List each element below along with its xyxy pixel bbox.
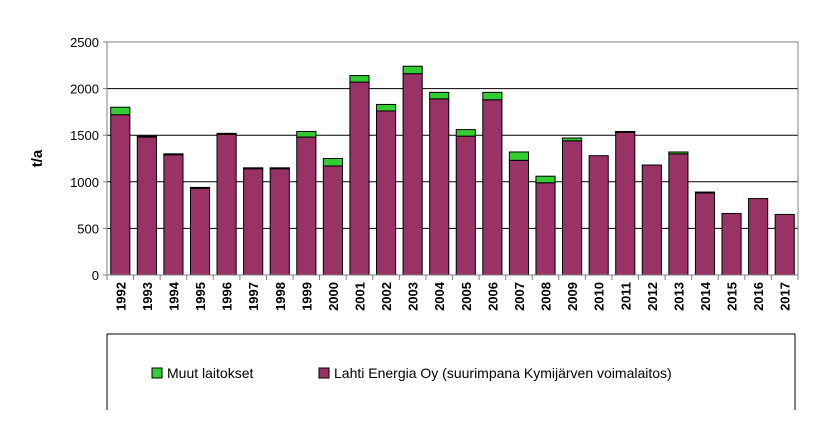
bar-segment (110, 106, 131, 116)
x-tick-label: 2001 (352, 282, 367, 311)
x-tick-label: 2013 (671, 282, 686, 311)
x-tick-label: 2003 (406, 282, 421, 311)
bar-segment (562, 137, 583, 142)
bar-segment (163, 153, 184, 156)
y-tick-label: 1000 (70, 175, 99, 190)
x-tick-label: 1998 (273, 282, 288, 311)
x-tick-label: 1992 (113, 282, 128, 311)
bar-segment (774, 213, 795, 276)
bar-segment (615, 131, 636, 276)
bar-segment (136, 135, 157, 138)
x-tick-label: 2016 (751, 282, 766, 311)
x-tick-label: 2014 (698, 281, 713, 311)
bar-segment (562, 140, 583, 276)
x-axis-ticks: 1992 1993 1994 1995 1996 1997 1998 1999 2000 2001… (106, 275, 799, 311)
bar-segment (535, 175, 556, 184)
legend-frame (106, 333, 796, 410)
x-tick-label: 1996 (220, 282, 235, 311)
bar-segment (322, 165, 343, 276)
bar-segment (588, 155, 609, 276)
bar-segment (375, 110, 397, 276)
bar-segment (189, 186, 211, 189)
legend: Muut laitokset Lahti Energia Oy (suurimpa… (106, 333, 796, 410)
y-tick-label: 2500 (70, 35, 99, 50)
bar-segment (269, 167, 290, 170)
y-axis-ticks: 0 500 1000 1500 2000 2500 (70, 35, 107, 283)
bar-segment (402, 73, 423, 276)
bar-segment (296, 136, 317, 276)
x-tick-label: 2004 (432, 281, 447, 311)
x-tick-label: 2006 (485, 282, 500, 311)
x-tick-label: 1993 (140, 282, 155, 311)
y-tick-label: 2000 (70, 82, 99, 97)
x-tick-label: 2017 (778, 282, 793, 311)
y-tick-label: 1500 (70, 128, 99, 143)
y-tick-label: 500 (77, 221, 99, 236)
y-tick-label: 0 (92, 268, 99, 283)
x-tick-label: 2011 (618, 282, 633, 310)
bar-segment (694, 191, 716, 194)
bar-segment (375, 103, 397, 112)
bar-segment (641, 164, 662, 276)
bar-segment (269, 168, 290, 276)
bar-segment (429, 91, 450, 100)
x-tick-label: 1997 (246, 282, 261, 311)
bar-segment (694, 192, 716, 276)
y-axis-label: t/a (29, 149, 46, 167)
bar-segment (243, 167, 264, 170)
bar-segment (216, 132, 237, 135)
bar-segment (189, 187, 211, 276)
bar-segment (243, 168, 264, 276)
bar-segment (508, 151, 530, 161)
x-tick-label: 2009 (565, 282, 580, 311)
bar-segment (402, 65, 423, 75)
x-tick-label: 2015 (725, 282, 740, 311)
bar-segment (349, 75, 370, 83)
gridlines (107, 41, 798, 229)
legend-swatch (151, 367, 163, 379)
bars (110, 65, 795, 276)
x-tick-label: 2012 (645, 282, 660, 311)
x-tick-label: 2008 (539, 282, 554, 311)
x-tick-label: 2005 (459, 282, 474, 311)
bar-segment (163, 154, 184, 276)
bar-segment (455, 135, 476, 276)
bar-segment (296, 130, 317, 138)
bar-segment (615, 130, 636, 133)
plot-area (106, 41, 799, 276)
bar-segment (349, 81, 370, 276)
x-tick-label: 2002 (379, 282, 394, 311)
bar-segment (455, 129, 476, 137)
bar-segment (216, 133, 237, 276)
bar-segment (482, 91, 503, 101)
bar-segment (110, 114, 131, 276)
x-tick-label: 1995 (193, 282, 208, 311)
x-tick-label: 2000 (326, 282, 341, 311)
legend-label: Lahti Energia Oy (suurimpana Kymijärven … (334, 365, 672, 381)
x-tick-label: 2007 (512, 282, 527, 311)
bar-segment (721, 212, 742, 276)
x-tick-label: 1994 (166, 281, 181, 311)
bar-segment (535, 182, 556, 276)
x-tick-label: 1999 (299, 282, 314, 311)
bar-segment (136, 136, 157, 276)
legend-swatch (318, 367, 330, 379)
x-tick-label: 2010 (592, 282, 607, 311)
legend-label: Muut laitokset (167, 365, 253, 381)
bar-segment (429, 98, 450, 276)
bar-segment (668, 151, 689, 155)
bar-segment (482, 99, 503, 276)
bar-segment (748, 198, 769, 276)
bar-segment (668, 153, 689, 276)
bar-segment (322, 158, 343, 167)
bar-segment (508, 159, 530, 276)
